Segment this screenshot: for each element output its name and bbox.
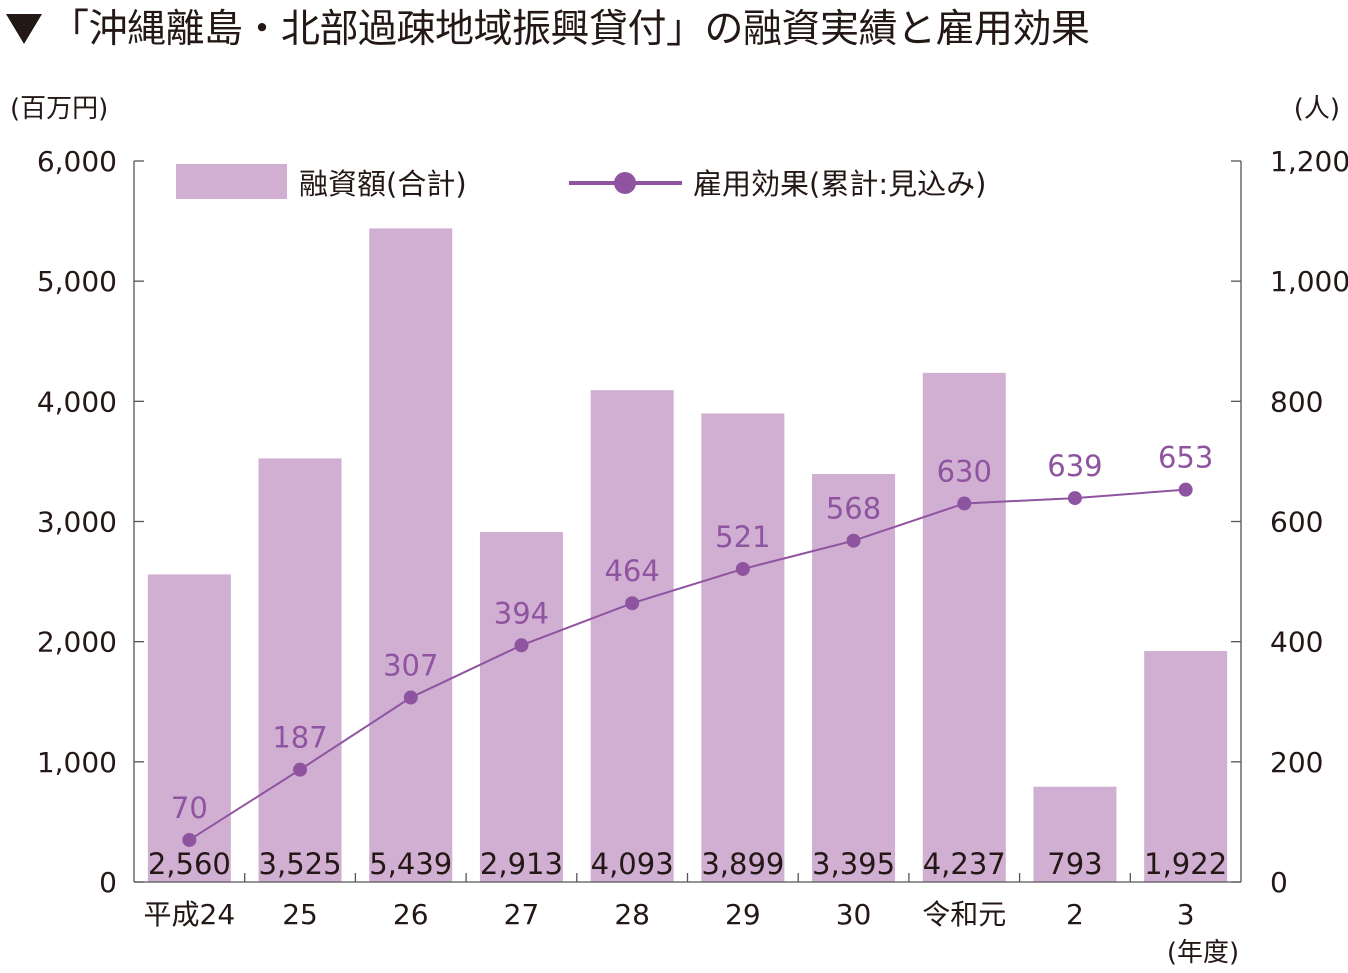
line-point — [182, 832, 197, 847]
bar-value-label: 3,525 — [259, 847, 342, 881]
x-tick-label: 26 — [393, 898, 429, 931]
legend-line-label: 雇用効果(累計:見込み) — [693, 167, 986, 201]
x-tick-label: 平成24 — [144, 898, 236, 931]
chart-title: 「沖縄離島・北部過疎地域振興貸付」の融資実績と雇用効果 — [0, 0, 1348, 62]
left-tick-label: 3,000 — [37, 506, 117, 539]
line-point — [293, 762, 308, 777]
x-tick-label: 27 — [504, 898, 540, 931]
line-point — [625, 596, 640, 611]
line-value-label: 653 — [1158, 441, 1213, 475]
x-tick-label: 30 — [836, 898, 872, 931]
bar — [1033, 786, 1117, 882]
line-value-label: 639 — [1047, 449, 1102, 483]
line-point — [1067, 491, 1082, 506]
bar — [701, 413, 785, 882]
line-point — [1178, 482, 1193, 497]
left-tick-label: 1,000 — [37, 746, 117, 779]
left-tick-label: 5,000 — [37, 265, 117, 298]
legend-bar-label: 融資額(合計) — [299, 167, 467, 201]
bar — [147, 574, 231, 882]
right-tick-label: 1,200 — [1270, 145, 1348, 178]
legend-bar-swatch — [176, 164, 287, 199]
legend-marker-icon — [614, 172, 636, 194]
chart-title-text: 「沖縄離島・北部過疎地域振興貸付」の融資実績と雇用効果 — [50, 7, 1090, 52]
bar-value-label: 4,237 — [923, 847, 1006, 881]
bar-value-label: 4,093 — [591, 847, 674, 881]
bar-value-label: 1,922 — [1144, 847, 1227, 881]
bar-value-label: 5,439 — [369, 847, 452, 881]
left-tick-label: 0 — [99, 866, 117, 899]
x-tick-label: 28 — [614, 898, 650, 931]
bar-value-label: 3,899 — [701, 847, 784, 881]
x-tick-label: 2 — [1066, 898, 1084, 931]
bar — [258, 458, 342, 882]
bar — [479, 531, 563, 882]
right-tick-label: 0 — [1270, 866, 1288, 899]
bar-value-label: 793 — [1047, 847, 1102, 881]
right-tick-label: 200 — [1270, 746, 1323, 779]
x-tick-label: 25 — [282, 898, 318, 931]
employment-line — [188, 488, 1186, 841]
left-tick-label: 2,000 — [37, 626, 117, 659]
x-tick-label: 令和元 — [922, 898, 1006, 931]
x-tick-label: 29 — [725, 898, 761, 931]
line-point — [957, 496, 972, 511]
x-axis-unit: (年度) — [1167, 938, 1239, 968]
bar — [590, 390, 674, 882]
left-axis-unit: (百万円) — [10, 94, 108, 124]
line-value-label: 630 — [937, 454, 992, 488]
line-point — [403, 690, 418, 705]
bar-value-label: 2,913 — [480, 847, 563, 881]
bar-value-label: 2,560 — [148, 847, 231, 881]
right-tick-label: 400 — [1270, 626, 1323, 659]
bar — [1144, 651, 1228, 882]
line-value-label: 394 — [494, 596, 549, 630]
triangle-marker-icon — [6, 14, 42, 44]
line-value-label: 307 — [383, 649, 438, 683]
bar-value-label: 3,395 — [812, 847, 895, 881]
right-tick-label: 600 — [1270, 506, 1323, 539]
line-value-label: 521 — [715, 520, 770, 554]
x-tick-label: 3 — [1177, 898, 1195, 931]
line-point — [846, 533, 861, 548]
bar — [369, 228, 453, 882]
bar — [922, 372, 1006, 882]
right-tick-label: 1,000 — [1270, 265, 1348, 298]
line-point — [735, 561, 750, 576]
line-value-label: 187 — [272, 721, 327, 755]
line-value-label: 70 — [171, 791, 208, 825]
right-tick-label: 800 — [1270, 385, 1323, 418]
line-value-label: 464 — [604, 554, 659, 588]
line-value-label: 568 — [826, 492, 881, 526]
legend: 融資額(合計) 雇用効果(累計:見込み) — [176, 164, 986, 201]
left-tick-label: 4,000 — [37, 385, 117, 418]
line-point — [514, 638, 529, 653]
left-tick-label: 6,000 — [37, 145, 117, 178]
right-axis-unit: (人) — [1294, 94, 1340, 124]
